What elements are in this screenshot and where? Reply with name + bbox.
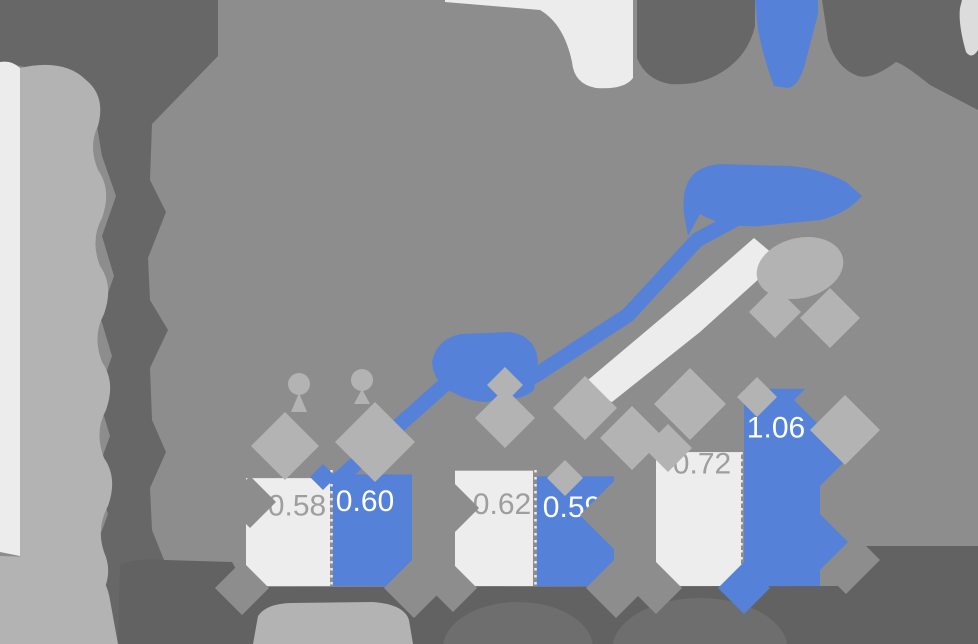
redacted-legend-text-2[interactable] (822, 0, 978, 110)
notch-diamond (630, 562, 682, 614)
artifact-cloud (756, 237, 844, 299)
legend-blue-swatch[interactable] (755, 0, 818, 88)
notch-diamond (429, 564, 477, 612)
notch-diamond (580, 479, 652, 551)
artifact-diamond (600, 406, 664, 470)
bar-value-label: 0.60 (336, 485, 394, 518)
redacted-axis-corner-label (0, 556, 118, 644)
notch-diamond (431, 484, 479, 532)
artifact-diamond (800, 288, 860, 348)
blur-artifact-clusters (251, 237, 880, 496)
blue-spill-diamond (718, 562, 770, 614)
artifact-diamond (737, 377, 777, 417)
artifact-diamond (475, 388, 535, 448)
artifact-teardrop-tail (354, 389, 370, 404)
redacted-x-label-hill (443, 602, 593, 644)
bar-light-bars-group2 (455, 470, 533, 586)
bar-blue-bars-group1 (333, 474, 412, 586)
bar-light-bars-group3 (656, 452, 741, 586)
blue-spill-diamond (310, 464, 336, 490)
bar-value-label: 0.62 (473, 488, 531, 521)
blue-spill-diamond (792, 514, 848, 570)
artifact-teardrop (351, 369, 373, 391)
artifact-teardrop (288, 373, 310, 395)
notch-diamond (224, 476, 276, 528)
artifact-diamond (335, 402, 415, 482)
bar-value-label: 0.58 (268, 490, 326, 523)
bar-value-label: 1.06 (747, 411, 805, 444)
notch-diamond (586, 558, 646, 618)
redacted-line-label-white (588, 238, 780, 402)
redacted-topleft-block (0, 0, 218, 644)
pixelation-notches (215, 374, 880, 618)
artifact-diamond (644, 424, 692, 472)
artifact-diamond (654, 368, 726, 440)
redacted-line-label-blue-2 (683, 164, 862, 236)
notch-diamond (384, 558, 444, 618)
redacted-legend-item-light[interactable] (445, 0, 633, 89)
left-margin-strip (0, 61, 20, 556)
artifact-diamond (547, 460, 583, 496)
artifact-teardrop-tail (291, 393, 307, 412)
artifact-diamond (810, 395, 880, 465)
corner-light-blob (959, 0, 978, 56)
artifact-diamond (749, 286, 801, 338)
redacted-y-axis-labels (20, 64, 113, 634)
bars-layer: 0.58 0.620.720.60 0.591.06 (246, 388, 820, 586)
artifact-diamond (553, 376, 617, 440)
redacted-legend-text-1[interactable] (637, 0, 755, 85)
notch-diamond (215, 561, 269, 615)
blur-artifact-diamond (487, 367, 523, 403)
redacted-x-axis-label (253, 602, 413, 644)
artifact-diamond (251, 412, 319, 480)
